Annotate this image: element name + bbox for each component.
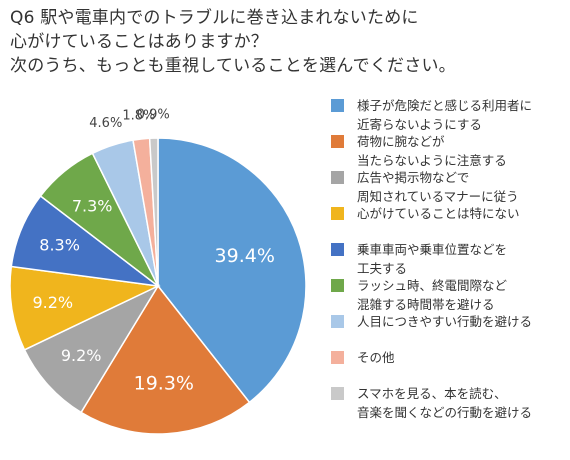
- chart-title: Q6 駅や電車内でのトラブルに巻き込まれないために 心がけていることはありますか…: [10, 6, 565, 78]
- slice-value-label-5: 8.3%: [39, 236, 80, 255]
- slice-value-label-1: 39.4%: [215, 245, 275, 267]
- legend-swatch-7: [331, 315, 344, 328]
- legend-item-5: 乗車車両や乗車位置などを 工夫する: [331, 240, 507, 278]
- pie-slice-2: [80, 284, 251, 435]
- legend-label-1: 様子が危険だと感じる利用者に 近寄らないようにする: [357, 98, 533, 132]
- legend-swatch-1: [331, 99, 344, 112]
- legend-label-5: 乗車車両や乗車位置などを 工夫する: [357, 242, 508, 276]
- slice-value-label-3: 9.2%: [61, 346, 102, 365]
- legend-label-4: 心がけていることは特にない: [357, 206, 520, 221]
- legend-swatch-4: [331, 207, 344, 220]
- title-line-2: 心がけていることはありますか？: [10, 32, 268, 52]
- legend-label-8: その他: [357, 350, 395, 365]
- legend-label-2: 荷物に腕などが 当たらないように注意する: [357, 134, 507, 168]
- title-line-1: Q6 駅や電車内でのトラブルに巻き込まれないために: [10, 8, 419, 28]
- legend-swatch-5: [331, 243, 344, 256]
- pie-slice-1: [157, 137, 307, 404]
- pie-slice-9: [148, 137, 159, 287]
- legend-label-3: 広告や掲示物などで 周知されているマナーに従う: [357, 170, 519, 204]
- legend-item-8: その他: [331, 348, 395, 367]
- legend-swatch-9: [331, 387, 344, 400]
- title-line-3: 次のうち、もっとも重視していることを選んでください。: [10, 56, 456, 76]
- legend-item-1: 様子が危険だと感じる利用者に 近寄らないようにする: [331, 96, 532, 134]
- legend-label-6: ラッシュ時、終電間際など 混雑する時間帯を避ける: [357, 278, 508, 312]
- legend-swatch-6: [331, 279, 344, 292]
- legend-item-7: 人目につきやすい行動を避ける: [331, 312, 532, 331]
- pie-slice-4: [9, 265, 161, 351]
- legend-swatch-3: [331, 171, 344, 184]
- slice-value-label-9: 0.9%: [137, 108, 170, 123]
- legend-item-4: 心がけていることは特にない: [331, 204, 520, 223]
- legend-swatch-8: [331, 351, 344, 364]
- legend-item-9: スマホを見る、本を読む、 音楽を聞くなどの行動を避ける: [331, 384, 532, 422]
- legend-item-3: 広告や掲示物などで 周知されているマナーに従う: [331, 168, 519, 206]
- legend-swatch-2: [331, 135, 344, 148]
- pie-slice-3: [23, 284, 160, 414]
- legend-label-7: 人目につきやすい行動を避ける: [357, 314, 533, 329]
- legend-label-9: スマホを見る、本を読む、 音楽を聞くなどの行動を避ける: [357, 386, 533, 420]
- legend-item-2: 荷物に腕などが 当たらないように注意する: [331, 132, 507, 170]
- legend-item-6: ラッシュ時、終電間際など 混雑する時間帯を避ける: [331, 276, 507, 314]
- slice-value-label-4: 9.2%: [32, 293, 73, 312]
- slice-value-label-8: 1.8%: [122, 109, 155, 124]
- slice-value-label-7: 4.6%: [89, 116, 122, 131]
- slice-value-label-6: 7.3%: [72, 197, 113, 216]
- slice-value-label-2: 19.3%: [134, 373, 194, 395]
